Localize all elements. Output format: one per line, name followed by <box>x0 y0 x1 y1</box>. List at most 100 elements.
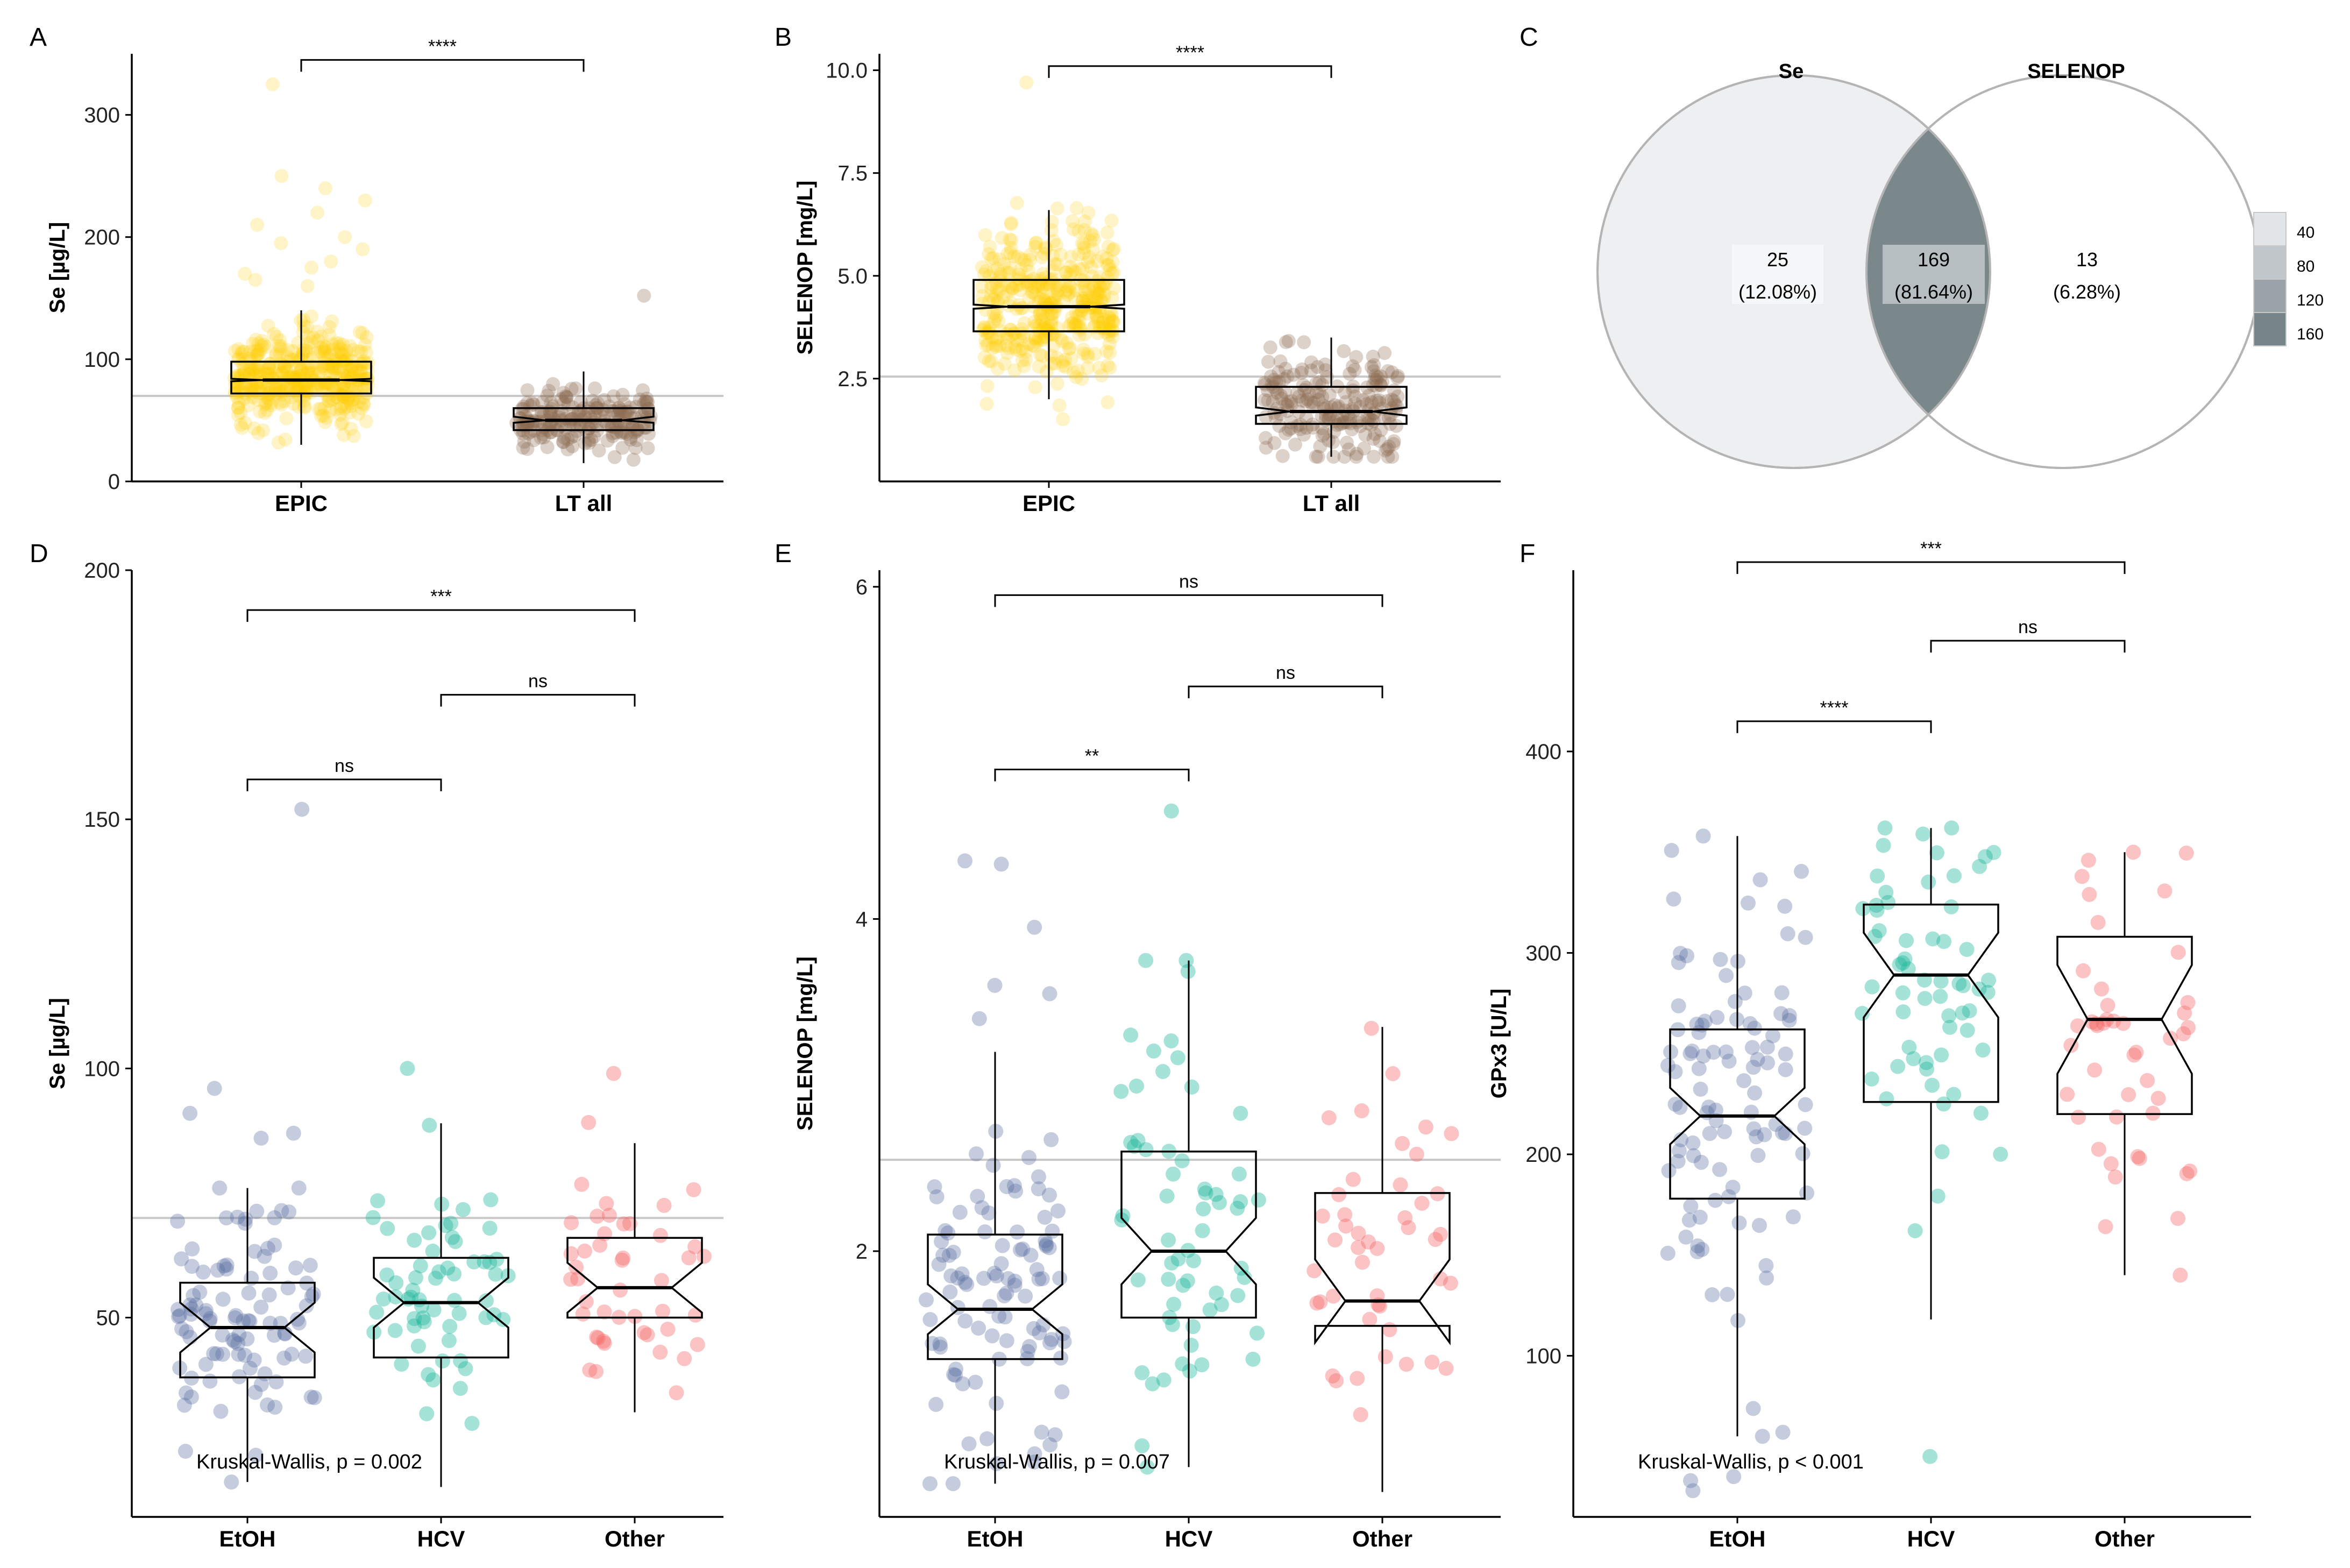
panel-a-point-epic <box>296 313 311 327</box>
panel-b-point-lt-all <box>1374 423 1388 437</box>
panel-b-point-epic <box>1032 359 1046 374</box>
panel-b-point-epic <box>1104 308 1119 322</box>
panel-a-point-epic <box>304 335 318 350</box>
panel-a-point-lt-all <box>552 408 567 422</box>
panel-f-point-other <box>2179 1166 2195 1181</box>
panel-a-point-lt-all <box>520 396 535 410</box>
panel-f-point-hcv <box>1864 979 1880 995</box>
panel-b-point-epic <box>1091 287 1106 301</box>
panel-d-point-etoh <box>276 1350 292 1366</box>
panel-b-point-lt-all <box>1273 354 1288 368</box>
panel-f-point-etoh <box>1768 1117 1784 1132</box>
panel-e-point-etoh <box>942 1284 958 1300</box>
panel-b-point-lt-all <box>1284 394 1298 408</box>
panel-a-point-epic <box>325 360 340 374</box>
panel-d-point-etoh <box>184 1241 200 1257</box>
panel-b-point-epic <box>1084 260 1098 274</box>
panel-a-point-epic <box>337 402 352 416</box>
panel-a-point-epic <box>278 432 293 447</box>
panel-f-significance-bracket <box>1736 561 2126 574</box>
panel-b-point-epic <box>1036 332 1050 347</box>
panel-b-point-epic <box>1078 279 1092 294</box>
panel-b-point-epic <box>1067 222 1081 237</box>
panel-a-point-epic <box>231 352 246 367</box>
panel-d-point-hcv <box>425 1372 441 1388</box>
panel-b-box-epic <box>972 279 1125 332</box>
panel-e-point-etoh <box>961 1436 977 1452</box>
panel-e-point-etoh <box>1021 1339 1037 1354</box>
panel-b-point-epic <box>991 294 1005 308</box>
panel-d-point-etoh <box>298 1349 314 1364</box>
panel-b-point-epic <box>1000 265 1014 280</box>
panel-b-point-epic <box>1069 306 1083 321</box>
panel-b-point-lt-all <box>1340 415 1354 429</box>
panel-f-point-etoh <box>1737 985 1752 1001</box>
panel-b-point-epic <box>1059 265 1073 280</box>
panel-a-point-lt-all <box>581 421 596 436</box>
panel-a-point-epic <box>251 361 265 375</box>
panel-e-point-etoh <box>1042 1187 1057 1203</box>
panel-b-point-epic <box>996 289 1011 304</box>
panel-b-point-epic <box>1035 306 1050 321</box>
panel-d-point-other <box>574 1176 590 1192</box>
panel-b-point-lt-all <box>1368 427 1382 441</box>
panel-a-point-epic <box>301 366 315 380</box>
panel-d-box-hcv <box>373 1257 509 1359</box>
panel-a-point-epic <box>244 379 259 393</box>
panel-b-point-lt-all <box>1340 435 1354 450</box>
panel-e-point-etoh <box>934 1234 949 1250</box>
panel-f-point-etoh <box>1747 1020 1762 1036</box>
panel-d-point-hcv <box>464 1416 480 1431</box>
panel-e-point-etoh <box>931 1257 947 1272</box>
panel-a-point-lt-all <box>544 395 558 410</box>
panel-b-point-epic <box>1052 398 1067 413</box>
panel-a-point-lt-all <box>641 395 655 409</box>
panel-d-point-hcv <box>495 1312 511 1327</box>
panel-b-point-epic <box>1077 240 1091 255</box>
panel-b-point-epic <box>1096 315 1110 330</box>
panel-d-point-hcv <box>483 1192 499 1208</box>
panel-f-point-etoh <box>1719 968 1734 983</box>
panel-e-point-etoh <box>995 1238 1010 1253</box>
panel-b-point-lt-all <box>1304 355 1318 370</box>
panel-d-point-etoh <box>230 1336 246 1351</box>
panel-f-point-other <box>2172 1267 2188 1283</box>
panel-a-point-epic <box>242 367 257 381</box>
panel-f-point-etoh <box>1712 1162 1728 1177</box>
panel-a-point-epic <box>247 421 261 436</box>
panel-b-point-epic <box>1099 251 1114 266</box>
panel-b-point-lt-all <box>1372 395 1387 410</box>
panel-b-point-lt-all <box>1277 372 1291 386</box>
panel-f-point-etoh <box>1709 1010 1725 1025</box>
panel-a-point-epic <box>345 360 359 374</box>
panel-e-point-hcv <box>1134 1365 1150 1380</box>
panel-a-point-lt-all <box>516 441 530 455</box>
panel-a-point-epic <box>310 380 324 394</box>
panel-a-point-epic <box>310 324 324 339</box>
panel-f-point-hcv <box>1972 859 1987 874</box>
panel-b-point-lt-all <box>1358 428 1373 442</box>
panel-d-point-etoh <box>303 1389 319 1405</box>
panel-b-point-epic <box>1094 293 1108 308</box>
panel-a-point-epic <box>272 360 287 374</box>
panel-f-point-etoh <box>1752 1218 1767 1233</box>
panel-b-point-epic <box>1067 365 1081 379</box>
panel-f-point-hcv <box>1951 976 1967 991</box>
panel-d-point-etoh <box>249 1203 265 1219</box>
panel-a-point-epic <box>334 346 349 361</box>
panel-b-point-epic <box>1063 340 1077 355</box>
panel-a-point-epic <box>324 254 338 269</box>
panel-b-point-lt-all <box>1373 434 1387 448</box>
panel-a-point-epic <box>320 388 335 402</box>
panel-f-point-etoh <box>1683 1473 1699 1488</box>
panel-a-point-epic <box>237 392 251 406</box>
panel-b-point-epic <box>1038 294 1052 308</box>
panel-b-point-epic <box>1028 331 1042 345</box>
panel-e-point-other <box>1443 1275 1458 1291</box>
panel-e-point-etoh <box>1038 1238 1054 1254</box>
panel-b-point-epic <box>1004 233 1019 247</box>
panel-d-point-other <box>686 1182 701 1197</box>
panel-b-point-lt-all <box>1298 394 1313 409</box>
panel-e-point-etoh <box>993 1256 1009 1272</box>
